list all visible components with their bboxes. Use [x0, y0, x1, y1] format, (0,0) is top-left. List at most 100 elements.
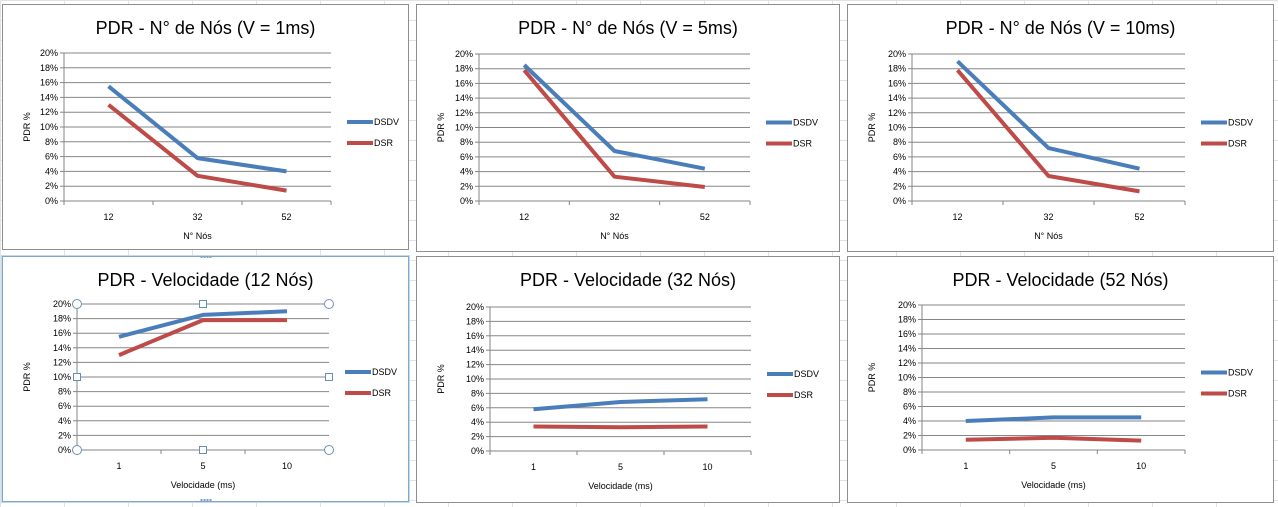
chart-title: PDR - N° de Nós (V = 5ms)	[518, 18, 738, 38]
y-tick-label: 14%	[466, 345, 484, 355]
resize-handle[interactable]	[325, 373, 333, 381]
x-tick-label: 5	[1051, 461, 1056, 471]
y-tick-label: 14%	[40, 92, 58, 102]
series-line-dsdv[interactable]	[965, 415, 1142, 423]
y-tick-label: 18%	[898, 315, 916, 325]
legend-label-dsdv: DSDV	[372, 367, 397, 377]
legend-label-dsr: DSR	[372, 388, 392, 398]
series-line-dsr[interactable]	[522, 68, 706, 189]
x-tick-label: 52	[1134, 212, 1144, 222]
x-tick-label: 10	[282, 461, 292, 471]
y-tick-label: 4%	[460, 167, 473, 177]
x-tick-label: 1	[116, 461, 121, 471]
x-tick-label: 12	[519, 212, 529, 222]
y-tick-label: 20%	[40, 48, 58, 58]
y-tick-label: 16%	[455, 78, 473, 88]
x-tick-label: 10	[702, 462, 712, 472]
edge-grip-dot	[200, 499, 203, 501]
edge-grip-dot	[206, 499, 209, 501]
series-line-dsr[interactable]	[118, 318, 287, 357]
y-tick-label: 6%	[58, 401, 71, 411]
y-tick-label: 16%	[466, 331, 484, 341]
legend-label-dsr: DSR	[1228, 139, 1248, 149]
y-tick-label: 12%	[40, 107, 58, 117]
series-line-dsr[interactable]	[533, 424, 708, 430]
y-tick-label: 8%	[45, 137, 58, 147]
legend-label-dsr: DSR	[793, 139, 813, 149]
y-tick-label: 18%	[466, 316, 484, 326]
chart-svg: PDR - Velocidade (12 Nós)0%2%4%6%8%10%12…	[22, 257, 397, 501]
y-tick-label: 0%	[471, 446, 484, 456]
y-tick-label: 14%	[888, 93, 906, 103]
y-tick-label: 2%	[460, 181, 473, 191]
x-axis-label: N° Nós	[183, 231, 212, 241]
chart-panel-1[interactable]: PDR - N° de Nós (V = 1ms) 0% 2% 4% 6% 8% 10% 12…	[2, 4, 409, 250]
series-line-dsdv[interactable]	[956, 59, 1140, 171]
chart-panel-4[interactable]: PDR - Velocidade (12 Nós) 0% 2% 4% 6% 8% 10% 12…	[2, 256, 409, 502]
resize-handle[interactable]	[72, 299, 82, 309]
resize-handle[interactable]	[199, 300, 207, 308]
resize-handle[interactable]	[199, 446, 207, 454]
y-tick-label: 8%	[58, 387, 71, 397]
y-axis-label: PDR %	[436, 113, 446, 143]
y-axis-label: PDR %	[867, 363, 877, 393]
x-tick-label: 52	[700, 212, 710, 222]
edge-grip-dot	[209, 499, 212, 501]
y-tick-label: 10%	[455, 123, 473, 133]
y-tick-label: 2%	[471, 432, 484, 442]
legend-label-dsr: DSR	[374, 138, 394, 148]
y-tick-label: 12%	[888, 108, 906, 118]
y-tick-label: 12%	[898, 358, 916, 368]
chart-title: PDR - Velocidade (12 Nós)	[97, 270, 313, 290]
chart-panel-2[interactable]: PDR - N° de Nós (V = 5ms) 0% 2% 4% 6% 8% 10% 12…	[416, 4, 840, 252]
y-tick-label: 0%	[460, 196, 473, 206]
y-tick-label: 16%	[898, 329, 916, 339]
y-tick-label: 14%	[455, 93, 473, 103]
chart-panel-5[interactable]: PDR - Velocidade (32 Nós) 0% 2% 4% 6% 8% 10% 12…	[416, 256, 840, 503]
y-tick-label: 8%	[903, 387, 916, 397]
y-tick-label: 0%	[58, 445, 71, 455]
y-tick-label: 6%	[471, 403, 484, 413]
series-line-dsdv[interactable]	[522, 63, 706, 171]
chart-svg: PDR - Velocidade (32 Nós)0%2%4%6%8%10%12…	[436, 270, 819, 491]
legend-label-dsdv: DSDV	[794, 369, 819, 379]
series-line-dsr[interactable]	[107, 103, 287, 193]
resize-handle[interactable]	[324, 299, 334, 309]
y-tick-label: 16%	[40, 78, 58, 88]
y-tick-label: 8%	[893, 137, 906, 147]
y-tick-label: 4%	[471, 417, 484, 427]
y-axis-label: PDR %	[436, 364, 446, 394]
legend-label-dsdv: DSDV	[793, 118, 818, 128]
y-axis-label: PDR %	[22, 362, 32, 392]
y-tick-label: 12%	[53, 357, 71, 367]
edge-grip-dot	[200, 257, 203, 258]
y-tick-label: 2%	[903, 431, 916, 441]
series-line-dsdv[interactable]	[107, 84, 287, 174]
chart-title: PDR - N° de Nós (V = 10ms)	[946, 18, 1176, 38]
y-tick-label: 8%	[471, 388, 484, 398]
y-tick-label: 0%	[45, 196, 58, 206]
y-tick-label: 18%	[40, 63, 58, 73]
x-tick-label: 1	[531, 462, 536, 472]
x-tick-label: 12	[952, 212, 962, 222]
resize-handle[interactable]	[72, 445, 82, 455]
legend-label-dsr: DSR	[1228, 389, 1248, 399]
chart-panel-6[interactable]: PDR - Velocidade (52 Nós) 0% 2% 4% 6% 8% 10% 12…	[847, 256, 1274, 503]
y-tick-label: 2%	[45, 181, 58, 191]
y-tick-label: 10%	[888, 123, 906, 133]
chart-panel-3[interactable]: PDR - N° de Nós (V = 10ms) 0% 2% 4% 6% 8% 10% 1…	[847, 4, 1274, 252]
resize-handle[interactable]	[73, 373, 81, 381]
y-tick-label: 20%	[898, 300, 916, 310]
y-tick-label: 20%	[888, 49, 906, 59]
series-line-dsr[interactable]	[965, 435, 1142, 443]
chart-title: PDR - Velocidade (32 Nós)	[520, 270, 736, 290]
x-axis-label: N° Nós	[1034, 231, 1063, 241]
x-tick-label: 5	[618, 462, 623, 472]
resize-handle[interactable]	[324, 445, 334, 455]
y-tick-label: 10%	[53, 372, 71, 382]
x-axis-label: N° Nós	[600, 231, 629, 241]
y-tick-label: 12%	[455, 108, 473, 118]
x-tick-label: 32	[609, 212, 619, 222]
y-tick-label: 6%	[903, 402, 916, 412]
